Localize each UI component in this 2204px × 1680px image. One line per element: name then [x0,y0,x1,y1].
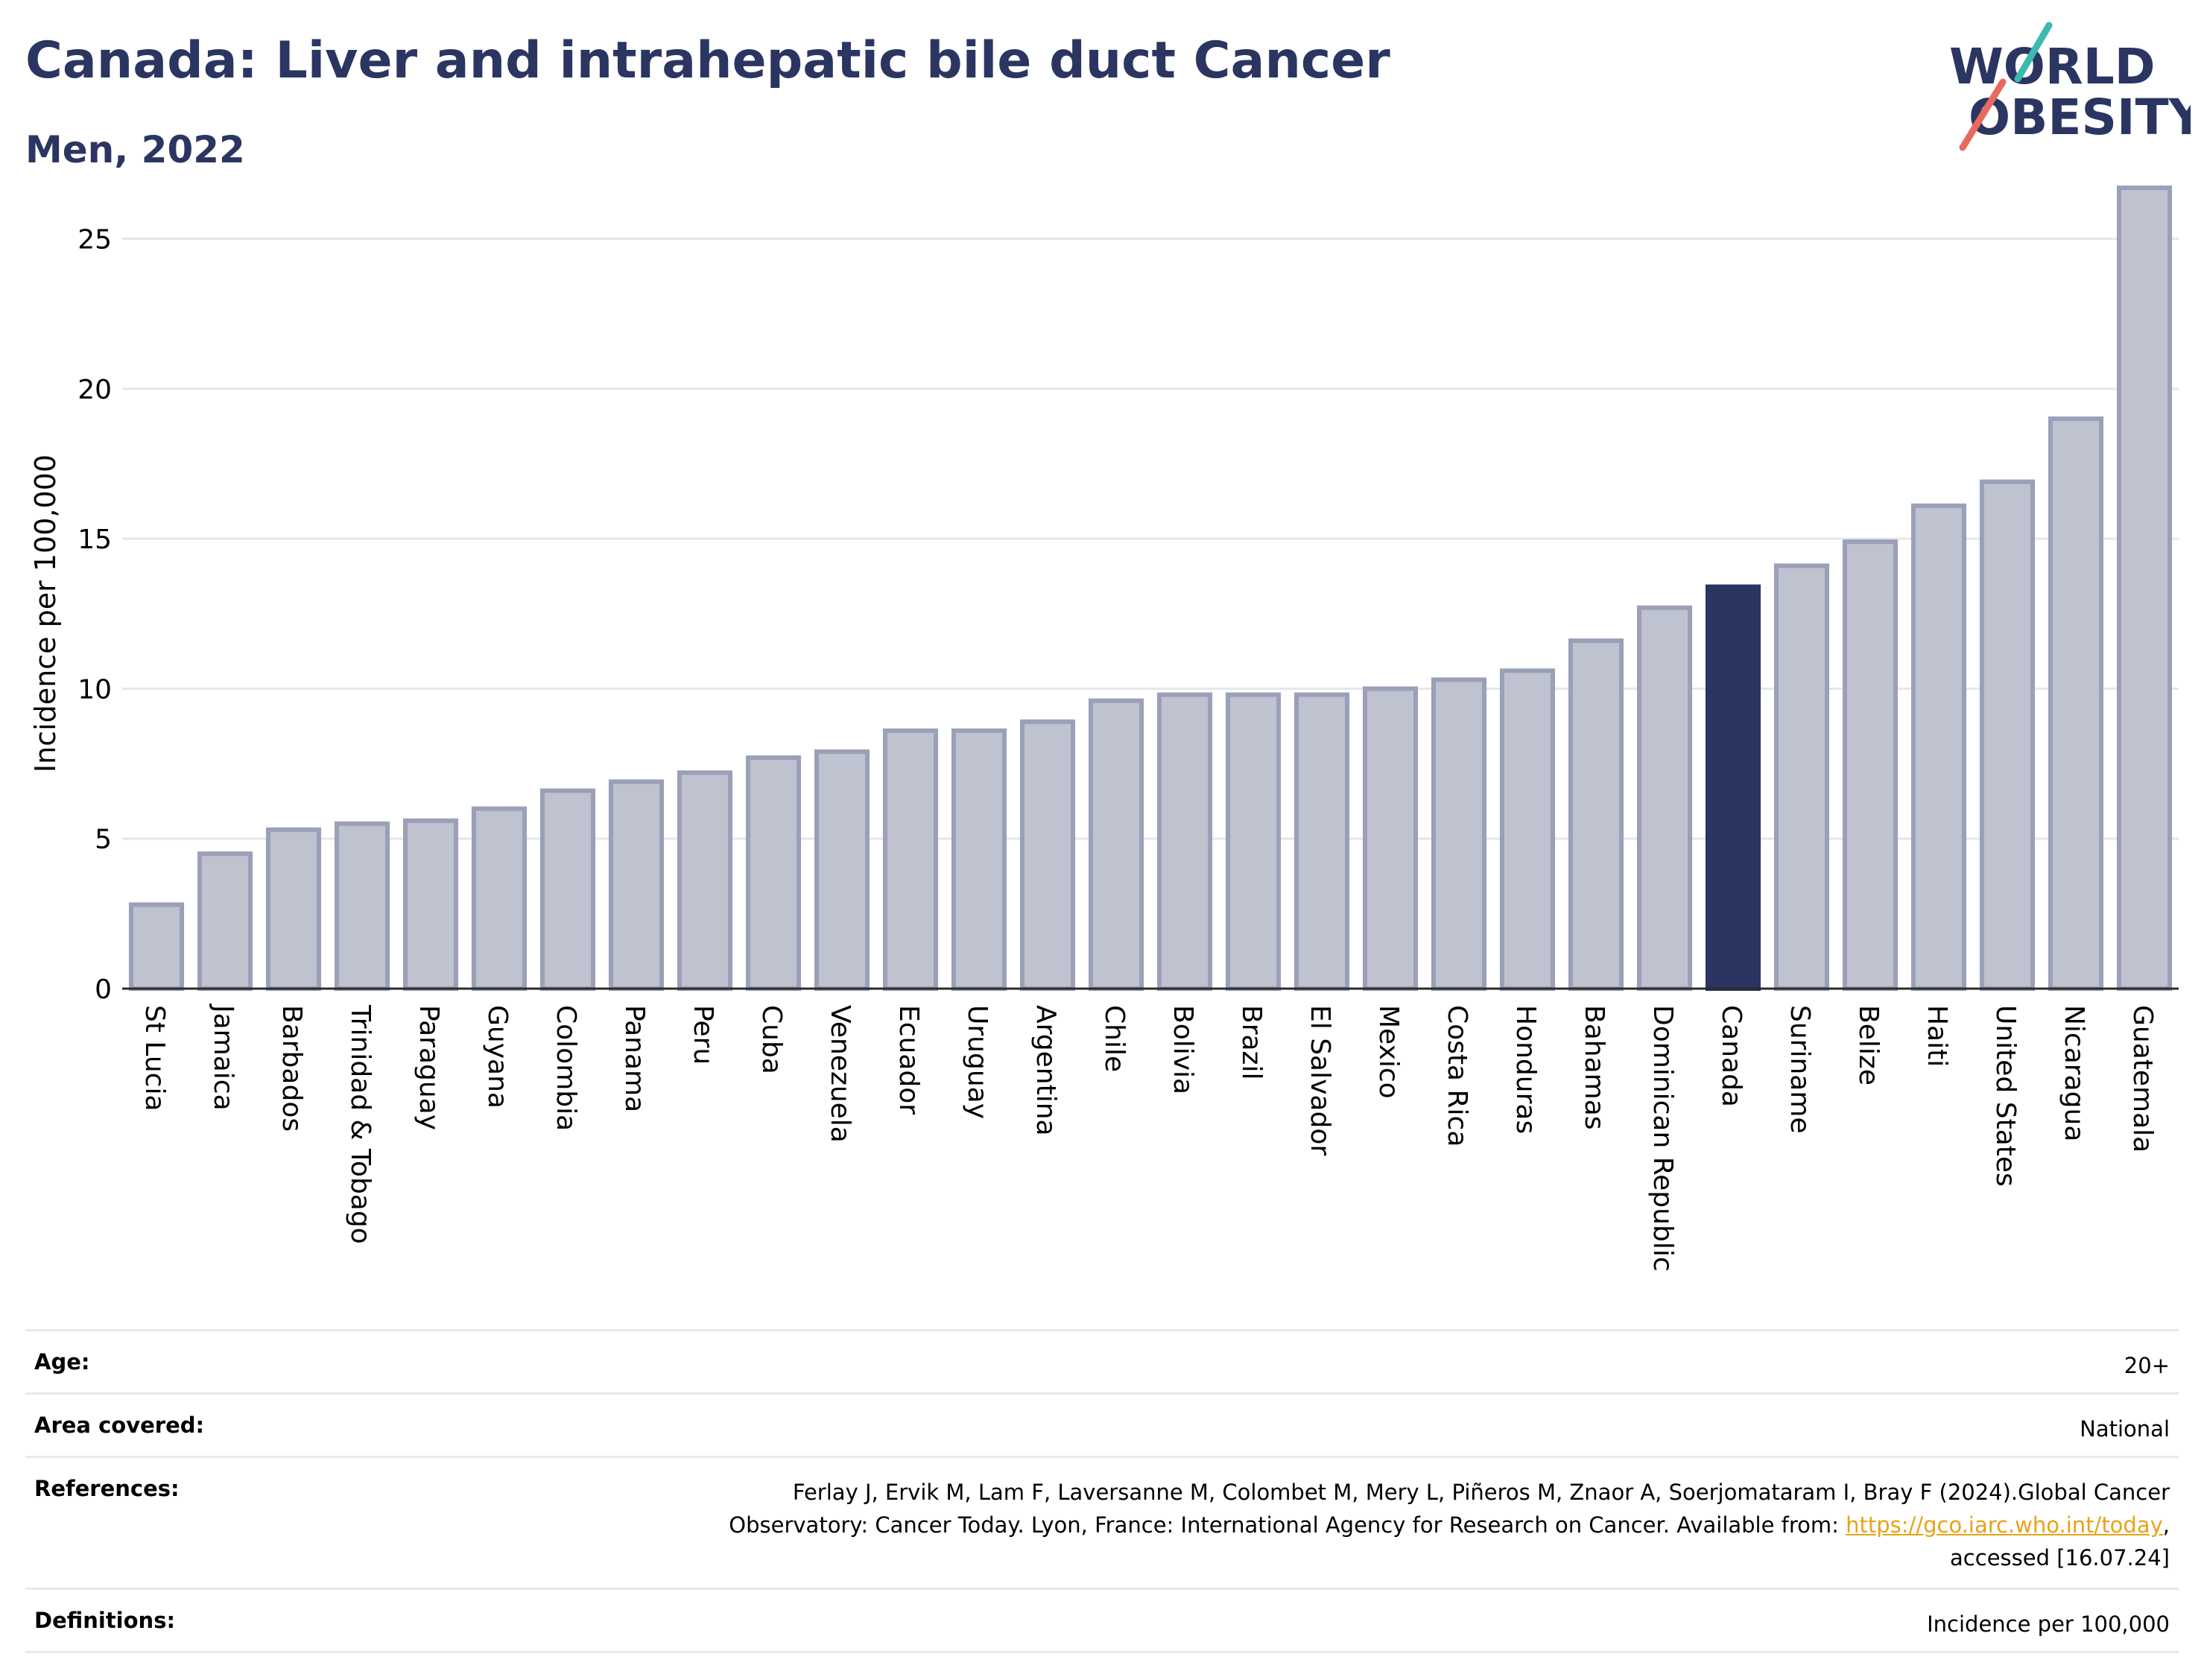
references-link[interactable]: https://gco.iarc.who.int/today [1846,1512,2163,1538]
bar-uruguay [951,728,1007,992]
x-tick-label: United States [1990,1005,2021,1187]
logo-slash-coral [1959,78,2007,151]
bar-honduras [1499,668,1556,991]
info-row-age: Age: 20+ [25,1329,2179,1392]
x-tick-label: Argentina [1030,1005,1061,1136]
x-tick-label: Guyana [482,1005,513,1109]
x-tick-label: Honduras [1510,1005,1541,1134]
y-tick-label: 20 [77,375,112,405]
bar-el-salvador [1293,692,1350,992]
age-label: Age: [34,1349,90,1375]
bar-costa-rica [1431,677,1487,992]
bar-trinidad-tobago [334,821,390,992]
area-label: Area covered: [34,1413,205,1438]
bar-chile [1088,698,1144,991]
info-row-area: Area covered: National [25,1392,2179,1456]
definitions-label: Definitions: [34,1608,176,1633]
references-line-1: Ferlay J, Ervik M, Lam F, Laversanne M, … [792,1480,2170,1505]
x-tick-label: Bahamas [1579,1005,1609,1130]
bar-jamaica [197,851,253,992]
x-tick-label: Chile [1099,1005,1130,1072]
x-tick-label: Belize [1853,1005,1884,1085]
y-tick-label: 25 [77,225,112,256]
x-tick-label: St Lucia [139,1005,170,1112]
x-tick-label: Brazil [1236,1005,1267,1080]
chart-subtitle: Men, 2022 [25,128,245,171]
references-line-2: Observatory: Cancer Today. Lyon, France:… [729,1512,1846,1538]
x-tick-label: Bolivia [1168,1005,1198,1094]
x-tick-label: Suriname [1785,1005,1815,1134]
bar-bahamas [1568,638,1624,992]
references-label: References: [34,1476,180,1501]
y-tick-label: 0 [95,974,112,1005]
bar-nicaragua [2048,416,2104,991]
info-row-definitions: Definitions: Incidence per 100,000 [25,1588,2179,1653]
y-tick-label: 5 [95,825,112,855]
x-tick-label: Canada [1716,1005,1747,1107]
bar-panama [608,779,665,991]
bar-bolivia [1156,692,1213,992]
x-tick-label: El Salvador [1305,1005,1335,1156]
chart-title: Canada: Liver and intrahepatic bile duct… [25,31,1390,90]
bar-chart: 0 5 10 15 20 25 St Lucia Jamaica Barbados Trinid… [29,186,2179,1272]
info-table: Age: 20+ Area covered: National Referenc… [25,1329,2179,1653]
logo-text-world: WORLD [1949,38,2156,95]
gridlines [122,238,2179,840]
x-tick-label: Paraguay [414,1005,444,1130]
bar-haiti [1910,503,1967,991]
definitions-value: Incidence per 100,000 [1927,1611,2170,1637]
x-tick-label: Dominican Republic [1647,1005,1678,1272]
x-axis-ticks: St Lucia Jamaica Barbados Trinidad & Tobago… [139,1004,2158,1272]
bar-peru [677,770,733,991]
bar-venezuela [814,749,870,991]
x-tick-label: Guatemala [2127,1005,2158,1153]
x-tick-label: Haiti [1922,1005,1952,1067]
references-value: Ferlay J, Ervik M, Lam F, Laversanne M, … [729,1476,2170,1570]
x-tick-label: Mexico [1373,1005,1404,1099]
bar-ecuador [882,728,939,992]
x-tick-label: Panama [619,1005,650,1112]
references-line-3: accessed [16.07.24] [1950,1545,2170,1570]
logo-slash-teal [2014,22,2053,83]
x-tick-label: Barbados [276,1005,307,1132]
x-tick-label: Trinidad & Tobago [345,1004,376,1244]
world-obesity-logo: WORLD OBESITY [1949,22,2191,151]
bar-canada [1705,584,1761,991]
area-value: National [2080,1416,2170,1442]
bar-belize [1842,539,1899,991]
bar-cuba [745,755,802,992]
bar-brazil [1225,692,1282,992]
age-value: 20+ [2124,1353,2170,1378]
bars [128,186,2173,992]
y-tick-label: 15 [77,524,112,555]
x-tick-label: Colombia [551,1005,581,1131]
info-row-references: References: Ferlay J, Ervik M, Lam F, La… [25,1456,2179,1588]
y-axis-label: Incidence per 100,000 [29,454,62,773]
references-comma: , [2162,1512,2170,1538]
bar-suriname [1773,563,1830,991]
x-tick-label: Uruguay [962,1005,992,1119]
x-tick-label: Costa Rica [1442,1005,1472,1147]
x-tick-label: Cuba [756,1005,787,1074]
bar-paraguay [402,818,459,991]
bar-united-states [1979,479,2036,991]
y-tick-label: 10 [77,674,112,705]
x-tick-label: Jamaica [208,1004,238,1111]
bar-argentina [1019,719,1076,991]
x-tick-label: Nicaragua [2059,1005,2089,1141]
bar-mexico [1362,686,1419,991]
bar-dominican-republic [1636,605,1693,991]
x-tick-label: Venezuela [825,1005,855,1143]
bar-st-lucia [128,902,185,991]
logo-text-obesity: OBESITY [1969,89,2191,146]
bar-barbados [265,827,322,992]
x-tick-label: Ecuador [893,1005,924,1115]
x-tick-label: Peru [688,1005,718,1065]
bar-colombia [539,788,596,992]
bar-guatemala [2116,186,2173,992]
bar-guyana [471,806,528,992]
y-axis-ticks: 0 5 10 15 20 25 [77,225,112,1005]
